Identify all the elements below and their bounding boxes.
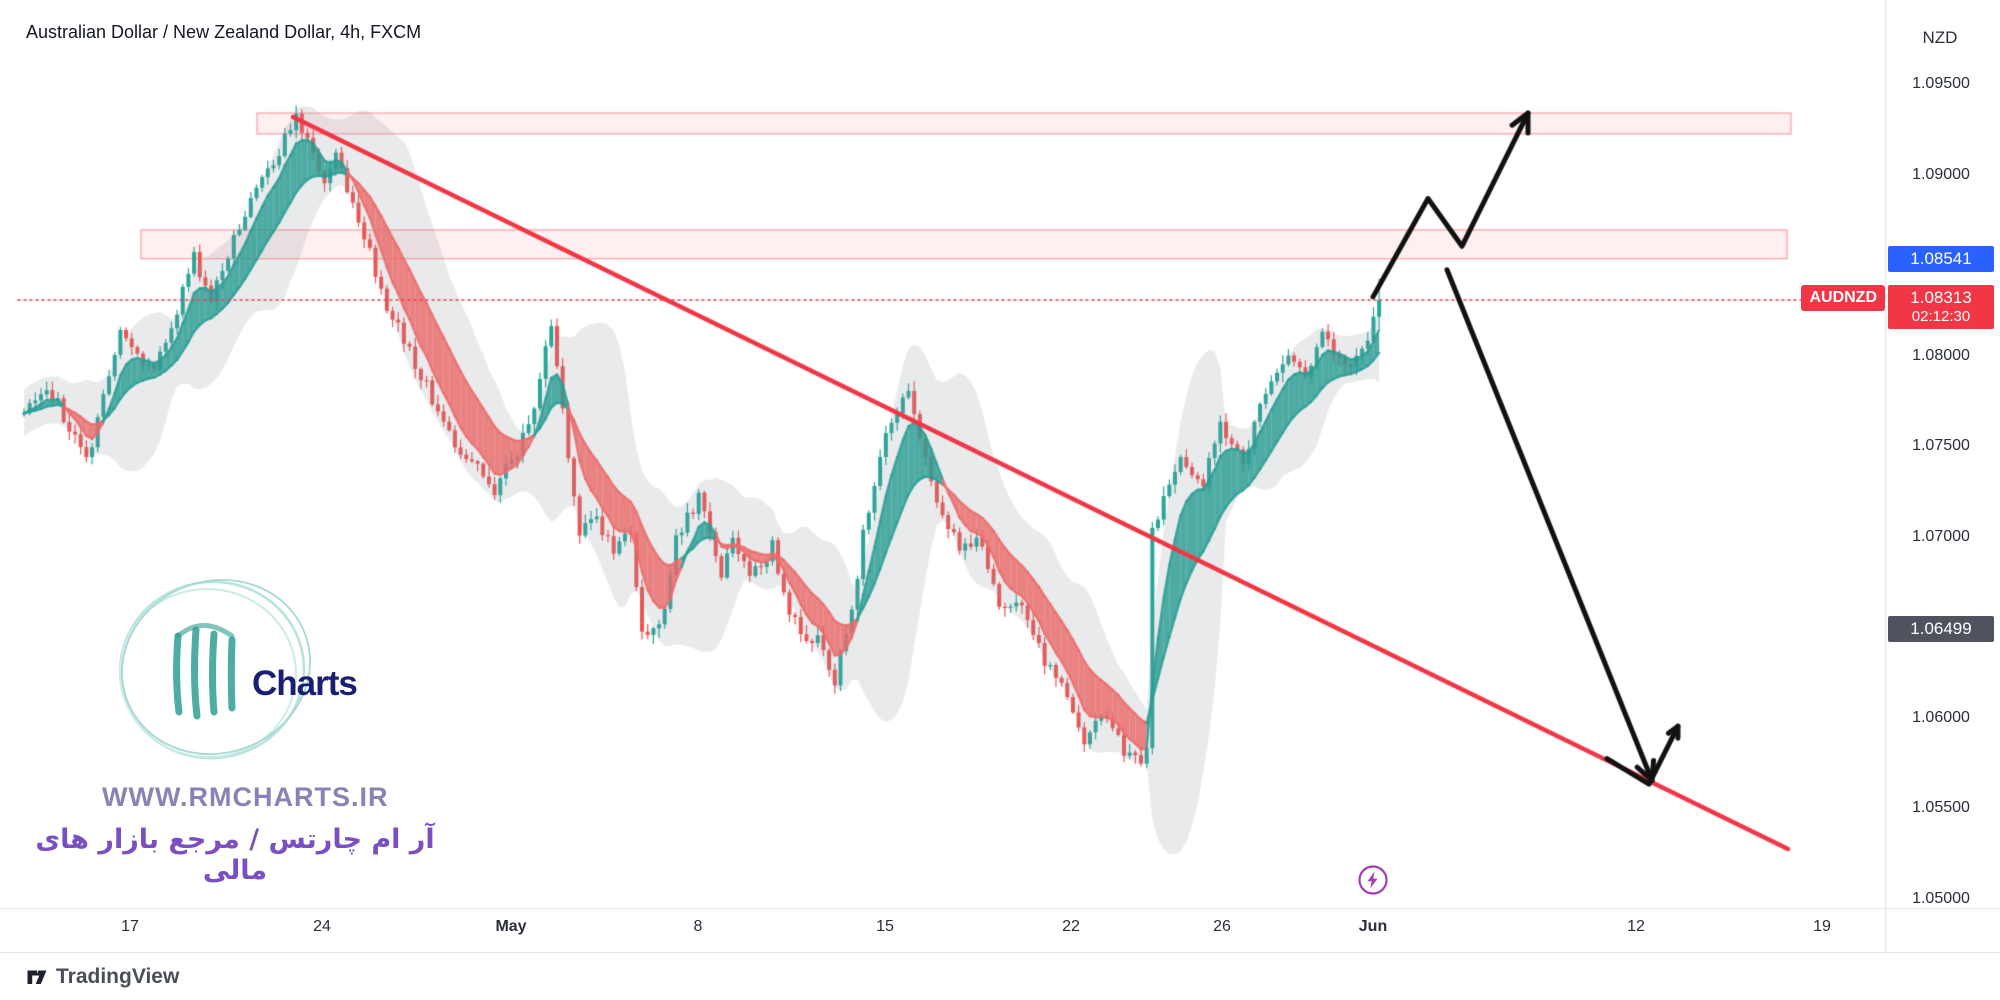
target-price-badge[interactable]: 1.06499 bbox=[1888, 615, 1994, 642]
lightning-event-icon[interactable] bbox=[1356, 863, 1390, 897]
zone-level-price-badge[interactable]: 1.08541 bbox=[1888, 245, 1994, 272]
symbol-title[interactable]: Australian Dollar / New Zealand Dollar, … bbox=[26, 22, 422, 42]
lightning-bolt-glyph bbox=[1367, 871, 1378, 889]
footer-bar: TradingView bbox=[0, 952, 2000, 1000]
axis-currency-label: NZD bbox=[1922, 28, 1958, 47]
current-price-symbol-pill: AUDNZD bbox=[1801, 284, 1885, 311]
current-price-value: 1.08313 bbox=[1910, 287, 1972, 307]
tradingview-logo-text[interactable]: TradingView bbox=[56, 964, 180, 988]
price-chart-canvas[interactable] bbox=[0, 0, 2000, 952]
candle-countdown: 02:12:30 bbox=[1911, 308, 1971, 326]
current-price-badge: AUDNZD 1.08313 02:12:30 bbox=[1801, 284, 1994, 330]
tradingview-logo[interactable] bbox=[26, 966, 48, 988]
event-circle bbox=[1358, 865, 1388, 895]
current-price-box: 1.08313 02:12:30 bbox=[1888, 284, 1994, 330]
